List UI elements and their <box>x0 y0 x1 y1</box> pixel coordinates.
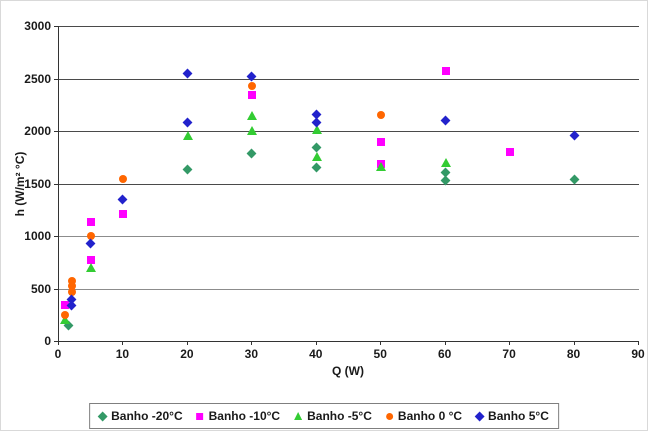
y-tick-mark <box>54 131 58 132</box>
y-tick-label: 3000 <box>24 19 51 33</box>
gridline <box>59 236 639 237</box>
y-tick-mark <box>54 183 58 185</box>
x-tick-label: 40 <box>309 347 323 361</box>
x-tick-mark <box>315 341 317 345</box>
data-point <box>182 164 193 175</box>
y-tick-mark <box>54 26 58 27</box>
data-point <box>440 115 451 125</box>
y-tick-label: 500 <box>30 281 51 296</box>
legend-marker-diamond-icon <box>97 407 108 425</box>
y-tick-mark <box>54 288 58 290</box>
legend-entry: Banho -10°C <box>196 407 281 425</box>
legend: Banho -20°C Banho -10°C Banho -5°C Banho 0 … <box>89 403 559 429</box>
y-tick-label: 1500 <box>24 176 51 191</box>
data-point <box>311 124 322 134</box>
legend-marker-circle-icon <box>385 407 393 425</box>
legend-marker-square-icon <box>196 407 204 425</box>
y-tick-label: 2500 <box>24 71 51 86</box>
data-point <box>182 68 193 79</box>
x-tick-label: 70 <box>502 347 516 361</box>
data-point <box>67 287 76 296</box>
data-point <box>247 111 258 121</box>
x-tick-label: 90 <box>631 347 645 361</box>
x-tick-label: 80 <box>566 347 581 361</box>
x-tick-mark <box>380 341 382 345</box>
y-tick-label: 1000 <box>24 229 51 243</box>
data-point <box>377 137 386 146</box>
data-point <box>569 130 579 141</box>
gridline <box>59 78 639 80</box>
data-point <box>117 194 128 205</box>
legend-label: Banho -20°C <box>111 409 183 423</box>
data-point <box>311 152 322 162</box>
data-point <box>248 91 257 100</box>
x-tick-mark <box>251 341 253 345</box>
data-point <box>87 232 96 240</box>
legend-entry: Banho 0 °C <box>385 407 463 425</box>
gridline <box>59 288 639 290</box>
y-tick-label: 2000 <box>24 124 51 138</box>
data-point <box>61 310 70 319</box>
data-point <box>506 148 515 156</box>
legend-entry: Banho -5°C <box>294 407 372 425</box>
data-point <box>87 256 96 265</box>
data-point <box>67 277 76 286</box>
gridline <box>59 183 639 185</box>
x-tick-mark <box>444 341 446 345</box>
x-tick-label: 30 <box>244 347 258 361</box>
data-point <box>376 161 387 171</box>
data-point <box>182 131 193 141</box>
y-tick-mark <box>54 236 58 237</box>
legend-entry: Banho 5°C <box>474 407 549 425</box>
x-tick-mark <box>638 341 639 345</box>
data-point <box>85 238 96 249</box>
data-point <box>182 117 193 128</box>
legend-label: Banho -5°C <box>307 409 372 423</box>
x-tick-label: 0 <box>54 347 62 361</box>
y-tick-mark <box>54 78 58 80</box>
legend-marker-diamond-icon <box>474 407 485 425</box>
data-point <box>311 162 322 173</box>
x-tick-label: 20 <box>180 347 194 361</box>
data-point <box>377 111 386 120</box>
data-point <box>246 148 257 159</box>
x-tick-mark <box>186 341 188 345</box>
data-point <box>119 175 128 184</box>
data-point <box>119 209 128 218</box>
x-tick-label: 10 <box>115 347 130 361</box>
data-point <box>440 157 451 167</box>
x-axis-title: Q (W) <box>332 364 364 378</box>
plot-area <box>58 26 639 342</box>
x-tick-mark <box>122 341 124 345</box>
data-point <box>441 67 450 76</box>
legend-entry: Banho -20°C <box>97 407 183 425</box>
data-point <box>246 71 257 82</box>
legend-label: Banho 5°C <box>488 409 549 423</box>
data-point <box>67 282 76 291</box>
x-tick-mark <box>573 341 575 345</box>
x-tick-mark <box>58 341 59 345</box>
y-tick-label: 0 <box>44 334 51 348</box>
gridline <box>59 131 639 132</box>
data-point <box>61 301 70 310</box>
data-point <box>66 300 77 311</box>
legend-label: Banho -10°C <box>208 409 281 423</box>
gridline <box>59 26 639 27</box>
x-tick-label: 60 <box>437 347 452 361</box>
data-point <box>60 315 71 324</box>
data-point <box>311 142 322 153</box>
x-tick-label: 50 <box>373 347 387 361</box>
data-point <box>247 126 258 135</box>
data-point <box>248 81 257 90</box>
x-tick-mark <box>509 341 511 345</box>
data-point <box>86 262 97 272</box>
legend-marker-triangle-icon <box>294 407 303 425</box>
legend-label: Banho 0 °C <box>397 409 463 423</box>
y-tick-mark <box>54 341 58 342</box>
data-point <box>87 218 96 227</box>
